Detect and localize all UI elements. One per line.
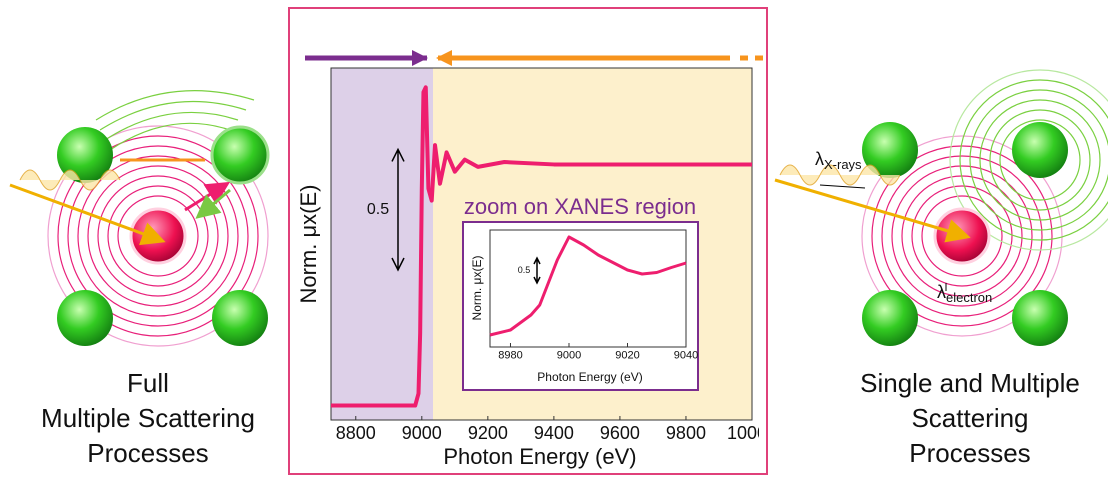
caption: Full (127, 368, 169, 398)
lambda-label: λelectron (937, 282, 992, 306)
atom (57, 290, 113, 346)
xray-arrow (10, 185, 160, 240)
lambda-subscript: electron (946, 290, 992, 305)
atom (862, 290, 918, 346)
caption: Processes (87, 438, 208, 468)
lambda-symbol: λ (815, 149, 824, 169)
figure: Full Multiple Scattering Processes λX-ra… (0, 0, 1108, 478)
atom (212, 127, 268, 183)
y-axis-label: Norm. μx(E) (296, 184, 321, 303)
inset-y-label: Norm. μx(E) (470, 256, 484, 321)
x-tick-label: 8800 (336, 423, 376, 443)
arrow-head (436, 50, 452, 66)
x-tick-label: 8980 (498, 350, 522, 362)
caption: Scattering (911, 403, 1028, 433)
scale-bar-label: 0.5 (367, 201, 389, 218)
inset-frame (463, 222, 698, 390)
lambda-symbol: λ (937, 282, 946, 302)
x-tick-label: 9200 (468, 423, 508, 443)
x-axis-label: Photon Energy (eV) (443, 444, 636, 469)
lambda-subscript: X-rays (824, 157, 862, 172)
caption: Multiple Scattering (41, 403, 255, 433)
x-tick-label: 9800 (666, 423, 706, 443)
xray-arrow (775, 180, 965, 236)
x-tick-label: 9600 (600, 423, 640, 443)
atom (1012, 290, 1068, 346)
inset-x-label: Photon Energy (eV) (537, 370, 642, 384)
lambda-label: λX-rays (815, 149, 862, 173)
path-arrow (200, 190, 230, 215)
atom (212, 290, 268, 346)
left-diagram: Full Multiple Scattering Processes (10, 91, 268, 468)
atom (1012, 122, 1068, 178)
x-tick-label: 9000 (402, 423, 442, 443)
arrow-head (412, 50, 428, 66)
x-tick-label: 9000 (557, 350, 581, 362)
xray-wave (20, 170, 120, 190)
scale-bar-label: 0.5 (518, 265, 531, 275)
caption: Processes (909, 438, 1030, 468)
caption: Single and Multiple (860, 368, 1080, 398)
right-diagram: λX-rays λelectron Single and Multiple Sc… (775, 70, 1108, 468)
x-tick-label: 10000 (727, 423, 777, 443)
x-tick-label: 9400 (534, 423, 574, 443)
x-tick-label: 9020 (615, 350, 639, 362)
x-tick-label: 9040 (674, 350, 698, 362)
absorber (131, 209, 185, 263)
annotation: zoom on XANES region (464, 194, 696, 219)
wavelength-marker (820, 185, 865, 188)
